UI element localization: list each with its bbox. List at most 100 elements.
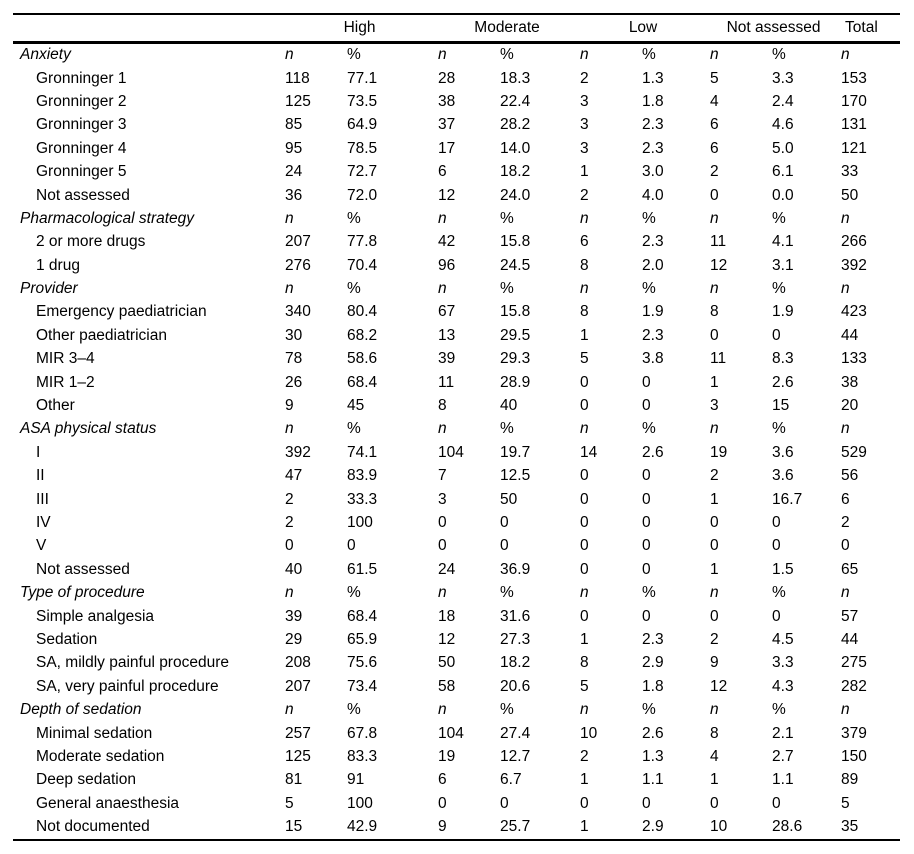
data-cell: 0 <box>438 794 447 812</box>
data-cell: 35 <box>841 818 859 836</box>
data-cell: 3.3 <box>772 69 794 87</box>
row-label: Not documented <box>36 818 150 836</box>
row-label: Gronninger 4 <box>36 139 127 157</box>
column-group-high: High <box>343 18 376 36</box>
data-cell: 4.6 <box>772 116 794 134</box>
data-cell: 12 <box>438 186 456 204</box>
data-cell: 1 <box>710 771 719 789</box>
section-header-row: Anxiety n% n% n% n% n <box>13 42 900 67</box>
table-header: High Moderate Low Not assessed Total <box>13 14 901 42</box>
subheader-cell: % <box>347 701 361 719</box>
data-cell: 104 <box>438 443 464 461</box>
data-cell: 2.9 <box>642 818 664 836</box>
data-cell: 0 <box>580 560 589 578</box>
table-row: 2 or more drugs 207 77.8 42 15.8 6 2.3 11 4.1 266 <box>13 231 900 254</box>
data-cell: 28.6 <box>772 818 803 836</box>
section-label: Provider <box>20 280 78 298</box>
data-cell: 6 <box>841 490 850 508</box>
results-table: High Moderate Low Not assessed Total Anx… <box>13 13 901 841</box>
data-cell: 3.1 <box>772 256 794 274</box>
subheader-cell: % <box>347 46 361 64</box>
table-row: Sedation 29 65.9 12 27.3 1 2.3 2 4.5 44 <box>13 628 900 651</box>
data-cell: 529 <box>841 443 867 461</box>
row-label: Deep sedation <box>36 771 136 789</box>
subheader-cell: n <box>580 420 589 438</box>
data-cell: 2.6 <box>772 373 794 391</box>
data-cell: 29.5 <box>500 326 531 344</box>
row-label: Minimal sedation <box>36 724 153 742</box>
data-cell: 19 <box>710 443 728 461</box>
table-row: Gronninger 1 118 77.1 28 18.3 2 1.3 5 3.3 153 <box>13 67 900 90</box>
data-cell: 0 <box>580 467 589 485</box>
data-cell: 208 <box>285 654 311 672</box>
data-cell: 2.3 <box>642 116 664 134</box>
data-cell: 379 <box>841 724 867 742</box>
data-cell: 0 <box>642 397 651 415</box>
data-cell: 8 <box>710 724 719 742</box>
data-cell: 0 <box>710 794 719 812</box>
row-label: Emergency paediatrician <box>36 303 207 321</box>
data-cell: 33 <box>841 163 859 181</box>
data-cell: 12.5 <box>500 467 531 485</box>
table-row: 1 drug 276 70.4 96 24.5 8 2.0 12 3.1 392 <box>13 254 900 277</box>
subheader-cell: % <box>500 584 514 602</box>
data-cell: 80.4 <box>347 303 378 321</box>
table-row: Not documented 15 42.9 9 25.7 1 2.9 10 28.6 35 <box>13 815 900 839</box>
data-cell: 14.0 <box>500 139 531 157</box>
data-cell: 13 <box>438 326 456 344</box>
subheader-cell: n <box>710 420 719 438</box>
table-row: Gronninger 3 85 64.9 37 28.2 3 2.3 6 4.6 131 <box>13 114 900 137</box>
data-cell: 28.9 <box>500 373 531 391</box>
data-cell: 276 <box>285 256 311 274</box>
subheader-cell: % <box>347 420 361 438</box>
subheader-cell: n <box>580 209 589 227</box>
data-cell: 170 <box>841 92 867 110</box>
data-cell: 85 <box>285 116 303 134</box>
data-cell: 100 <box>347 794 373 812</box>
data-cell: 2.7 <box>772 747 794 765</box>
column-group-not-assessed: Not assessed <box>726 18 821 36</box>
data-cell: 5 <box>285 794 294 812</box>
row-label: IV <box>36 514 51 531</box>
data-cell: 118 <box>285 69 310 87</box>
data-cell: 6 <box>580 233 589 251</box>
data-cell: 1.3 <box>642 69 664 87</box>
subheader-cell: n <box>285 280 294 298</box>
data-cell: 6 <box>438 771 447 789</box>
data-cell: 121 <box>841 139 867 157</box>
subheader-cell: % <box>347 209 361 227</box>
table-row: Gronninger 2 125 73.5 38 22.4 3 1.8 4 2.4 170 <box>13 90 900 113</box>
data-cell: 0 <box>580 794 589 812</box>
data-cell: 3 <box>438 490 447 508</box>
data-cell: 0 <box>642 560 651 578</box>
subheader-cell: n <box>285 420 294 438</box>
data-cell: 45 <box>347 397 365 415</box>
data-cell: 18 <box>438 607 456 625</box>
data-cell: 0 <box>642 537 651 555</box>
data-cell: 29 <box>285 630 303 648</box>
data-cell: 8 <box>438 397 447 415</box>
data-cell: 6 <box>438 163 447 181</box>
data-cell: 83.3 <box>347 747 378 765</box>
row-label: 2 or more drugs <box>36 233 146 251</box>
data-cell: 50 <box>438 654 456 672</box>
data-cell: 3 <box>580 116 589 134</box>
data-cell: 12 <box>710 256 728 274</box>
data-cell: 266 <box>841 233 867 251</box>
data-cell: 15.8 <box>500 303 531 321</box>
data-cell: 28 <box>438 69 456 87</box>
table-row: Gronninger 4 95 78.5 17 14.0 3 2.3 6 5.0 121 <box>13 137 900 160</box>
data-cell: 0 <box>772 514 781 531</box>
data-cell: 0 <box>580 607 589 625</box>
data-cell: 0 <box>285 537 294 555</box>
row-label: Other <box>36 397 75 415</box>
data-cell: 1 <box>580 771 589 789</box>
data-cell: 8 <box>710 303 719 321</box>
row-label: Not assessed <box>36 186 130 204</box>
subheader-cell: % <box>642 420 656 438</box>
subheader-cell: n <box>580 701 589 719</box>
section-label: Type of procedure <box>20 584 145 602</box>
data-cell: 68.4 <box>347 373 378 391</box>
data-cell: 1 <box>710 490 719 508</box>
row-label: General anaesthesia <box>36 794 180 812</box>
